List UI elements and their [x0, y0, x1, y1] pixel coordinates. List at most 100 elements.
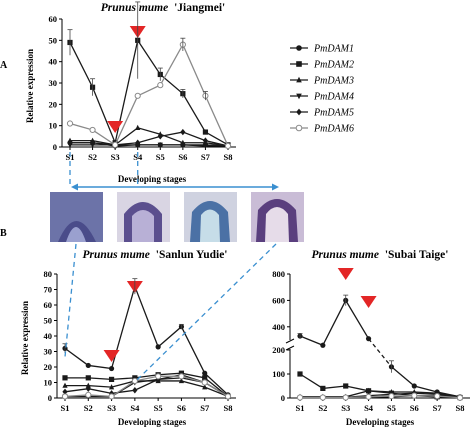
chart3-red-arrow-S4	[360, 296, 377, 308]
chart2-point-PmDAM5	[62, 388, 68, 395]
chart1-point-PmDAM5	[202, 137, 209, 144]
chart3-axis-break-mark	[285, 338, 295, 344]
chart2-xtick-label: S2	[84, 403, 93, 413]
chart2-xtick-label: S8	[224, 403, 233, 413]
chart3-point-PmDAM6	[319, 394, 326, 401]
chart1-series-line-PmDAM2	[69, 38, 229, 146]
legend-marker-PmDAM5	[296, 108, 302, 116]
chart1-point-PmDAM6	[157, 82, 164, 89]
chart2-xtick-label: S5	[154, 403, 163, 413]
micrograph-1-core	[66, 227, 86, 242]
chart1-point-PmDAM5	[180, 128, 186, 136]
chart3-series-line-PmDAM1	[299, 299, 370, 347]
micrograph-3-core	[200, 209, 220, 242]
chart1-point-PmDAM6	[134, 92, 141, 99]
chart1-ytick-label: 50	[49, 35, 58, 45]
chart3-point-PmDAM6	[296, 394, 304, 401]
chart3-ytick-label: 600	[272, 295, 285, 305]
chart3-point-PmDAM6	[456, 394, 464, 401]
chart3-point-PmDAM2	[297, 371, 303, 377]
chart3-point-PmDAM1	[320, 342, 326, 348]
chart1-title-species: Prunus mume	[101, 2, 168, 14]
chart2-point-PmDAM2	[85, 375, 91, 381]
chart3-point-PmDAM6	[342, 394, 349, 401]
chart1-title: Prunus mume 'Jiangmei'	[101, 2, 225, 14]
chart1-series-line-PmDAM4	[70, 144, 228, 147]
chart1-xtick-label: S8	[224, 152, 233, 162]
chart1-point-PmDAM5	[67, 139, 73, 146]
chart3-xlabel: Developing stages	[346, 417, 415, 427]
chart3-xtick-label: S8	[456, 403, 465, 413]
chart2-ylabel: Relative expression	[20, 301, 30, 375]
legend-label-PmDAM1: PmDAM1	[313, 44, 354, 55]
chart2-xtick-label: S3	[107, 403, 116, 413]
chart1-point-PmDAM4	[157, 142, 163, 148]
chart3-ytick-label: 100	[272, 369, 285, 379]
legend-marker-PmDAM6	[295, 124, 303, 132]
chart2-point-PmDAM5	[85, 385, 91, 392]
chart3-point-PmDAM6	[388, 392, 395, 400]
chart3-series-line-PmDAM1	[391, 366, 461, 398]
chart2-ytick-label: 80	[44, 269, 53, 279]
chart3-ytick-label: 800	[272, 269, 285, 279]
chart2-ytick-label: 50	[44, 316, 53, 326]
chart3-xtick-label: S7	[433, 403, 443, 413]
legend-marker-PmDAM3	[296, 76, 302, 83]
chart2-red-arrow-S3	[103, 350, 120, 362]
chart2-ytick-label: 30	[44, 347, 53, 357]
chart1-ytick-label: 20	[49, 99, 58, 109]
chart1-point-PmDAM5	[89, 139, 96, 146]
chart2-point-PmDAM1	[108, 365, 115, 372]
dashed-links	[64, 152, 277, 383]
chart3-xtick-label: S2	[318, 403, 327, 413]
link-strip-to-chart2-S4	[134, 243, 277, 383]
micrograph-2-core	[132, 210, 154, 242]
stage-connector-arrow-left	[71, 183, 78, 191]
chart2-point-PmDAM5	[132, 387, 138, 394]
legend-marker-PmDAM2	[296, 61, 302, 67]
chart1-point-PmDAM4	[180, 142, 186, 148]
micrograph-4-core	[265, 207, 289, 242]
chart2-ytick-label: 40	[44, 331, 53, 341]
chart1-xtick-label: S2	[88, 152, 97, 162]
chart1-xlabel: Developing stages	[118, 174, 187, 184]
chart3-point-PmDAM1	[365, 336, 372, 342]
legend-label-PmDAM3: PmDAM3	[313, 76, 354, 87]
legend-marker-PmDAM4	[296, 93, 302, 100]
chart1-title-cultivar: 'Jiangmei'	[174, 2, 225, 14]
legend-label-PmDAM2: PmDAM2	[313, 60, 354, 71]
chart3-xtick-label: S1	[296, 403, 305, 413]
link-strip-to-chart2-S1	[64, 243, 77, 358]
chart2-xtick-label: S4	[130, 403, 140, 413]
panel-label-b: B	[0, 228, 7, 239]
panel-label-a: A	[0, 60, 8, 71]
chart3-point-PmDAM6	[411, 392, 418, 399]
legend: PmDAM1 PmDAM2 PmDAM3 PmDAM4 PmDAM5 PmDAM6	[290, 44, 354, 135]
chart2-ytick-label: 70	[44, 285, 53, 295]
chart2-point-PmDAM2	[108, 376, 115, 382]
chart2-point-PmDAM1	[155, 344, 161, 350]
chart3-point-PmDAM6	[365, 393, 372, 400]
chart1-series-line-PmDAM3	[70, 127, 229, 147]
chart1-point-PmDAM5	[135, 139, 141, 146]
chart2-xtick-label: S1	[61, 403, 70, 413]
chart3-point-PmDAM6	[434, 392, 441, 400]
chart1-point-PmDAM2	[202, 129, 209, 135]
chart2-point-PmDAM6	[201, 379, 208, 386]
chart2-plot: 0 10 20 30 40 50 60 70 80 S1 S2 S3 S4 S5 S6 S7 S8	[44, 269, 236, 413]
chart3-point-PmDAM3	[365, 387, 372, 393]
chart2-point-PmDAM2	[202, 375, 208, 381]
chart2-xtick-label: S7	[200, 403, 210, 413]
chart2-point-PmDAM6	[61, 393, 69, 400]
chart2-point-PmDAM6	[155, 373, 162, 380]
chart2-title-species: Prunus mume	[82, 249, 149, 261]
chart1-point-PmDAM5	[157, 133, 163, 140]
chart3-point-PmDAM1	[411, 383, 417, 389]
chart1-ytick-label: 0	[53, 142, 57, 152]
chart2-ytick-label: 10	[44, 378, 53, 388]
chart2-point-PmDAM6	[178, 373, 185, 380]
chart3-ytick-label: 400	[272, 322, 285, 332]
chart2-xlabel: Developing stages	[118, 417, 187, 427]
chart1-ylabel: Relative expression	[25, 49, 35, 123]
